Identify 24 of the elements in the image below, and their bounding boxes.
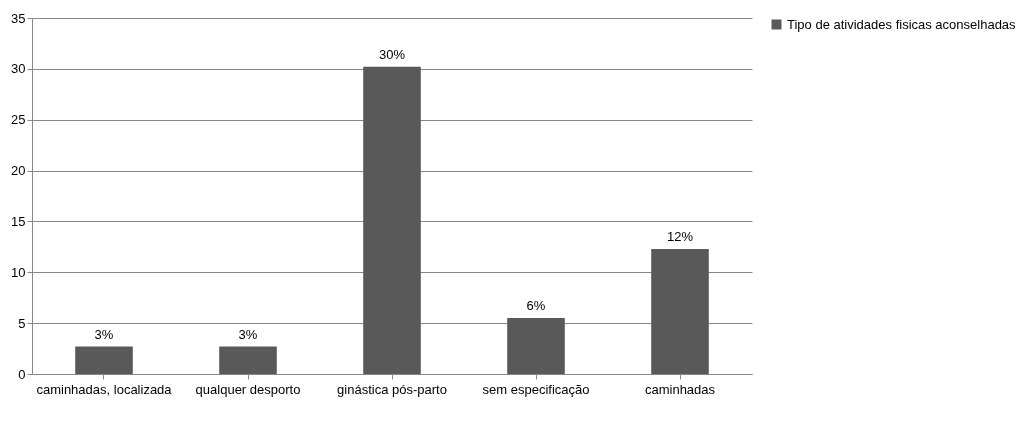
bar bbox=[363, 66, 421, 374]
bar bbox=[507, 318, 565, 374]
legend-label: Tipo de atividades fisicas aconselhadas bbox=[787, 16, 1017, 32]
y-tick-label: 35 bbox=[11, 10, 26, 26]
data-label: 3% bbox=[94, 326, 114, 342]
y-tick-label: 20 bbox=[11, 163, 26, 179]
x-tick-label: caminhadas bbox=[644, 381, 716, 397]
y-tick-label: 25 bbox=[11, 112, 26, 128]
y-tick-label: 15 bbox=[11, 213, 26, 229]
bar bbox=[651, 248, 709, 374]
bar bbox=[219, 346, 277, 374]
x-tick-label: caminhadas, localizada bbox=[36, 381, 173, 397]
y-tick-label: 5 bbox=[18, 315, 26, 331]
y-tick-label: 30 bbox=[11, 61, 26, 77]
x-tick-label: ginástica pós-parto bbox=[337, 381, 447, 397]
bar bbox=[75, 346, 133, 374]
y-tick-label: 0 bbox=[18, 366, 26, 382]
data-label: 3% bbox=[238, 326, 258, 342]
y-tick-label: 10 bbox=[11, 264, 26, 280]
data-label: 12% bbox=[666, 228, 694, 244]
data-label: 6% bbox=[526, 298, 546, 314]
x-tick-label: sem especificação bbox=[482, 381, 590, 397]
data-label: 30% bbox=[378, 46, 406, 62]
x-tick-label: qualquer desporto bbox=[195, 381, 301, 397]
